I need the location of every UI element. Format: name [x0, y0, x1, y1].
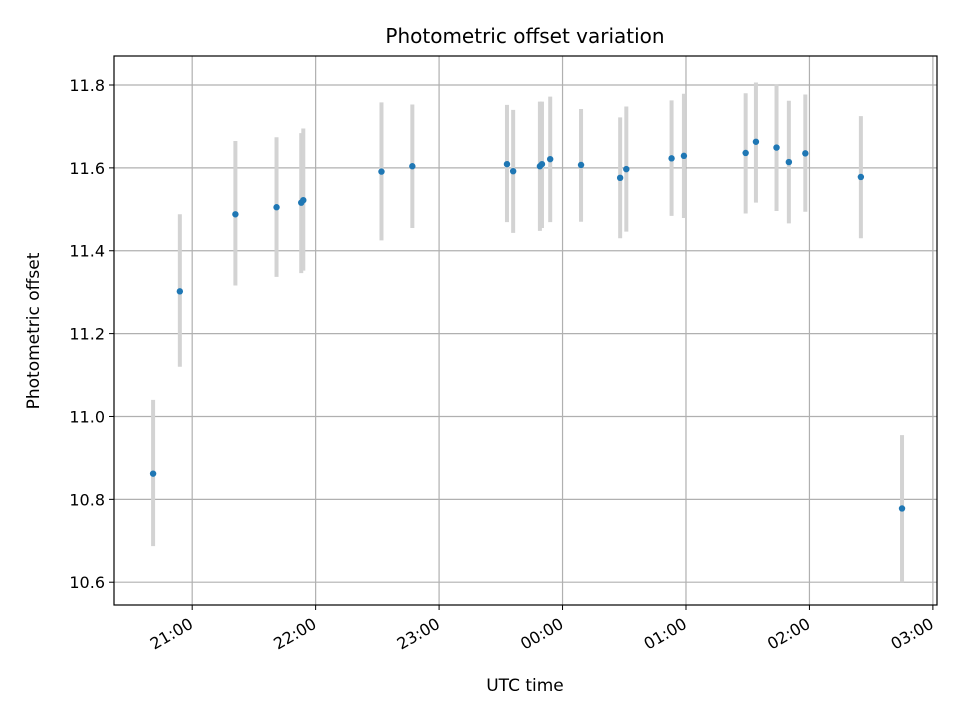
data-point	[802, 150, 809, 157]
y-axis-title: Photometric offset	[24, 252, 44, 409]
chart-title: Photometric offset variation	[385, 24, 664, 48]
y-tick-label: 11.4	[69, 242, 105, 261]
y-tick-label: 10.6	[69, 573, 105, 592]
y-tick-label: 10.8	[69, 490, 105, 509]
data-point	[616, 174, 624, 182]
y-axis-ticks: 10.6 10.8 11.0 11.2 11.4 11.6 11.8	[69, 76, 114, 592]
data-point	[409, 163, 416, 170]
data-points	[149, 138, 906, 512]
data-point	[752, 138, 760, 145]
data-point	[577, 161, 585, 169]
data-point	[232, 211, 239, 218]
grid-lines	[114, 56, 937, 605]
data-point	[668, 155, 675, 162]
data-point	[546, 155, 554, 163]
y-tick-label: 11.0	[69, 407, 105, 426]
data-point	[680, 152, 688, 160]
data-point	[378, 168, 385, 175]
y-tick-label: 11.8	[69, 76, 105, 95]
data-point	[149, 470, 157, 477]
x-axis-title: UTC time	[486, 676, 564, 696]
data-point	[176, 288, 184, 295]
data-point	[273, 204, 280, 211]
data-point	[503, 160, 511, 168]
y-tick-label: 11.6	[69, 159, 105, 178]
data-point	[773, 144, 780, 151]
data-point	[509, 167, 517, 175]
data-point	[538, 160, 546, 168]
plot-area-frame	[113, 55, 938, 606]
data-point	[300, 196, 307, 204]
data-point	[742, 149, 749, 157]
data-point	[785, 158, 793, 166]
data-point	[898, 505, 906, 512]
data-point	[857, 173, 865, 181]
data-point	[623, 165, 630, 173]
y-tick-label: 11.2	[69, 325, 105, 344]
